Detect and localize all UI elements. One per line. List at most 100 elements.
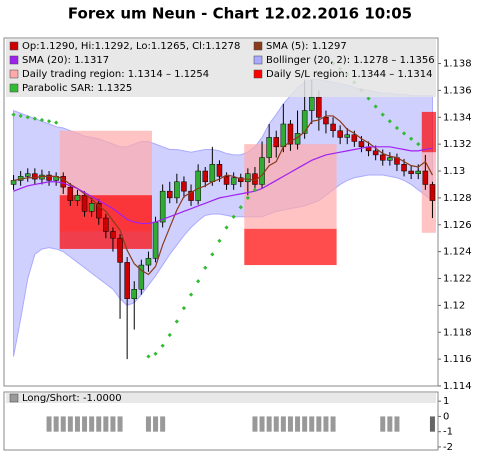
sar-dot [409, 136, 414, 141]
bar [309, 416, 315, 432]
y-tick-label: 1.134 [443, 112, 472, 123]
candle-body [380, 154, 386, 161]
candle-body [131, 289, 137, 299]
candle-body [387, 157, 393, 161]
bar [387, 416, 393, 432]
legend-swatch [9, 69, 19, 79]
candle-body [401, 164, 407, 172]
sar-dot [231, 214, 236, 219]
y-tick-label: -2 [443, 442, 453, 453]
legend-swatch [9, 393, 19, 403]
bar [153, 416, 159, 432]
candle-body [88, 203, 95, 212]
legend-label: Daily trading region: 1.1314 – 1.1254 [22, 69, 209, 80]
bar [287, 416, 293, 432]
region-box [244, 144, 337, 229]
candle-body [174, 181, 180, 199]
candle-body [230, 177, 237, 185]
bar [266, 416, 272, 432]
sar-dot [46, 119, 52, 124]
sar-dot [196, 279, 201, 284]
candle-body [195, 170, 201, 201]
candle-body [25, 173, 31, 177]
bar [429, 416, 435, 432]
candle-body [259, 157, 265, 185]
y-tick-label: 1.124 [443, 247, 472, 258]
y-tick-label: 1.122 [443, 274, 472, 285]
y-tick-label: 1.114 [443, 381, 472, 392]
candle-body [216, 164, 223, 177]
bar [67, 416, 73, 432]
candle-body [280, 123, 287, 148]
candle-body [81, 194, 88, 212]
legend-label: Parabolic SAR: 1.1325 [22, 83, 132, 94]
candle-body [273, 137, 279, 148]
sar-dot [18, 113, 23, 119]
bar [74, 416, 80, 432]
sar-dot [32, 116, 37, 121]
sar-dot [181, 305, 187, 311]
legend-swatch [9, 41, 19, 51]
bar [295, 416, 301, 432]
candle-body [344, 134, 350, 138]
sar-dot [203, 265, 208, 270]
region-box [421, 111, 436, 153]
candle-body [145, 258, 152, 266]
sar-dot [217, 238, 222, 244]
candle-body [330, 123, 336, 131]
legend-label: SMA (5): 1.1297 [266, 41, 347, 52]
sar-dot [188, 292, 194, 297]
sar-dot [210, 252, 215, 257]
bar [53, 416, 59, 432]
bar [89, 416, 95, 432]
bar [96, 416, 102, 432]
legend-swatch [9, 83, 19, 93]
bar [280, 416, 286, 432]
y-tick-label: 1 [443, 396, 449, 407]
bar [60, 416, 66, 432]
sar-dot [153, 351, 158, 356]
legend-swatch [9, 55, 19, 65]
candle-body [309, 96, 315, 111]
bar [103, 416, 109, 432]
sar-dot [160, 343, 165, 348]
candle-body [188, 190, 194, 201]
candle-body [358, 141, 365, 148]
candle-body [323, 117, 329, 125]
bar [394, 416, 400, 432]
candle-body [67, 186, 74, 201]
candle-body [266, 137, 272, 158]
candle-body [287, 123, 294, 145]
y-tick-label: 0 [443, 411, 449, 422]
sar-dot [238, 205, 243, 210]
sar-dot [245, 195, 250, 201]
bar [380, 416, 386, 432]
indicator-line [13, 146, 433, 225]
candle-body [415, 170, 421, 174]
legend-label: Op:1.1290, Hi:1.1292, Lo:1.1265, Cl:1.12… [22, 41, 240, 52]
main-plot: Op:1.1290, Hi:1.1292, Lo:1.1265, Cl:1.12… [6, 39, 436, 360]
bar [330, 416, 336, 432]
indicator-plot: Long/Short: -1.0000 [6, 393, 436, 432]
candle-body [223, 176, 230, 185]
indicator-line [13, 115, 433, 276]
bar [160, 416, 166, 432]
y-tick-label: 1.118 [443, 327, 472, 338]
y-tick-label: 1.132 [443, 139, 472, 150]
bar [323, 416, 329, 432]
sar-dot [25, 115, 30, 120]
legend-box [6, 393, 436, 403]
candle-body [429, 184, 436, 201]
candle-body [74, 194, 81, 201]
bar [145, 416, 151, 432]
candle-body [245, 173, 251, 183]
candle-body [138, 264, 145, 290]
y-tick-label: 1.13 [443, 166, 465, 177]
legend-label: Daily S/L region: 1.1344 – 1.1314 [266, 69, 432, 80]
bar [316, 416, 322, 432]
candle-body [167, 190, 173, 199]
bar [259, 416, 265, 432]
region-box [244, 228, 337, 266]
candle-body [238, 177, 244, 183]
